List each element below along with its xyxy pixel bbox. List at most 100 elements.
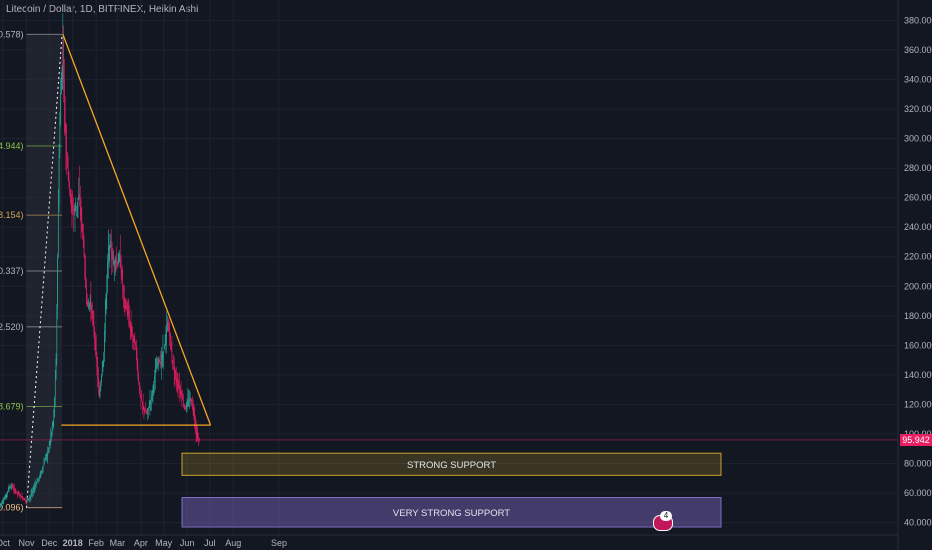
candle-body [8,488,10,490]
candle-body [55,358,57,379]
candle-body [49,440,51,445]
candle-body [92,310,93,315]
candle-body [169,330,171,336]
candle-body [5,494,7,498]
candle-body [176,377,177,384]
candle-body [50,436,52,441]
triangle-pattern [61,34,212,426]
chart-title: Litecoin / Dollar, 1D, BITFINEX, Heikin … [6,4,199,15]
candle-body [173,362,174,365]
candle-body [183,404,185,407]
triangle-upper-line [62,34,212,426]
fib-label: 23.60%(294.944) [0,141,23,151]
candle-body [151,395,152,400]
candle-body [76,206,77,208]
candle-body [178,385,180,387]
candle-body [88,305,89,309]
candle-body [165,334,167,343]
candle-body [167,323,169,327]
candle-body [142,404,144,407]
candle-body [32,491,33,494]
candle-body [151,392,153,398]
candle-body [176,382,178,385]
candle-body [100,382,102,390]
y-tick-label: 320.000 [904,104,932,114]
candle-body [58,155,60,205]
x-tick-label: Jul [204,538,216,548]
candle-body [23,498,25,500]
candle-body [20,496,22,498]
candle-body [102,360,104,368]
very-strong-support-zone [181,497,722,528]
candle-body [192,404,194,410]
candle-body [164,345,165,350]
candle-body [195,419,196,428]
candle-body [81,215,83,224]
candle-body [137,365,139,375]
candle-body [145,411,146,413]
y-tick-label: 120.000 [904,399,932,409]
candle-body [194,414,196,421]
x-tick-label: Feb [88,538,104,548]
candle-body [42,466,44,469]
candle-body [21,496,23,498]
candle-body [71,205,73,206]
candle-body [0,503,2,505]
candle-body [132,335,134,337]
candle-body [60,79,62,95]
candle-body [25,499,27,501]
candle-body [19,494,21,496]
candle-body [92,315,94,321]
candle-body [54,397,55,417]
candle-body [84,256,86,270]
candle-body [170,342,172,352]
x-tick-label: Sep [271,538,287,548]
candle-body [76,202,78,205]
badge-count: 4 [660,511,672,521]
candle-body [85,286,87,296]
fib-label: 38.20%(248.154) [0,210,23,220]
x-tick-label: Apr [134,538,148,548]
candle-body [7,491,8,494]
candle-body [66,142,67,156]
candle-body [3,500,5,502]
candle-body [162,353,164,357]
candle-body [39,474,41,477]
candle-body [51,431,52,437]
candle-body [117,262,118,266]
candle-body [116,261,117,263]
candle-body [106,278,108,294]
last-price-tag: 95.942 [900,433,932,446]
candle-body [29,496,31,498]
candle-body [35,484,36,487]
candle-body [46,453,48,457]
candle-body [150,400,152,402]
candle-body [147,409,149,414]
candle-body [82,233,84,244]
candle-body [149,401,151,405]
candle-body [141,399,142,401]
candle-body [140,397,142,399]
candle-body [2,501,4,503]
candle-body [189,397,191,400]
candle-body [57,204,59,257]
candle-body [68,172,70,181]
candle-body [123,293,125,300]
candle-body [28,498,30,500]
candle-body [172,360,174,364]
candle-body [182,396,183,400]
candle-body [114,261,116,263]
candle-body [26,499,28,501]
candle-body [155,367,157,373]
candle-body [184,405,186,409]
candle-body [161,354,163,360]
candle-body [17,492,18,494]
candle-body [36,481,38,483]
candle-body [107,247,109,265]
candle-body [126,305,127,309]
y-tick-label: 340.000 [904,74,932,84]
candle-body [119,254,121,260]
candle-body [187,400,189,404]
candle-body [185,407,186,410]
